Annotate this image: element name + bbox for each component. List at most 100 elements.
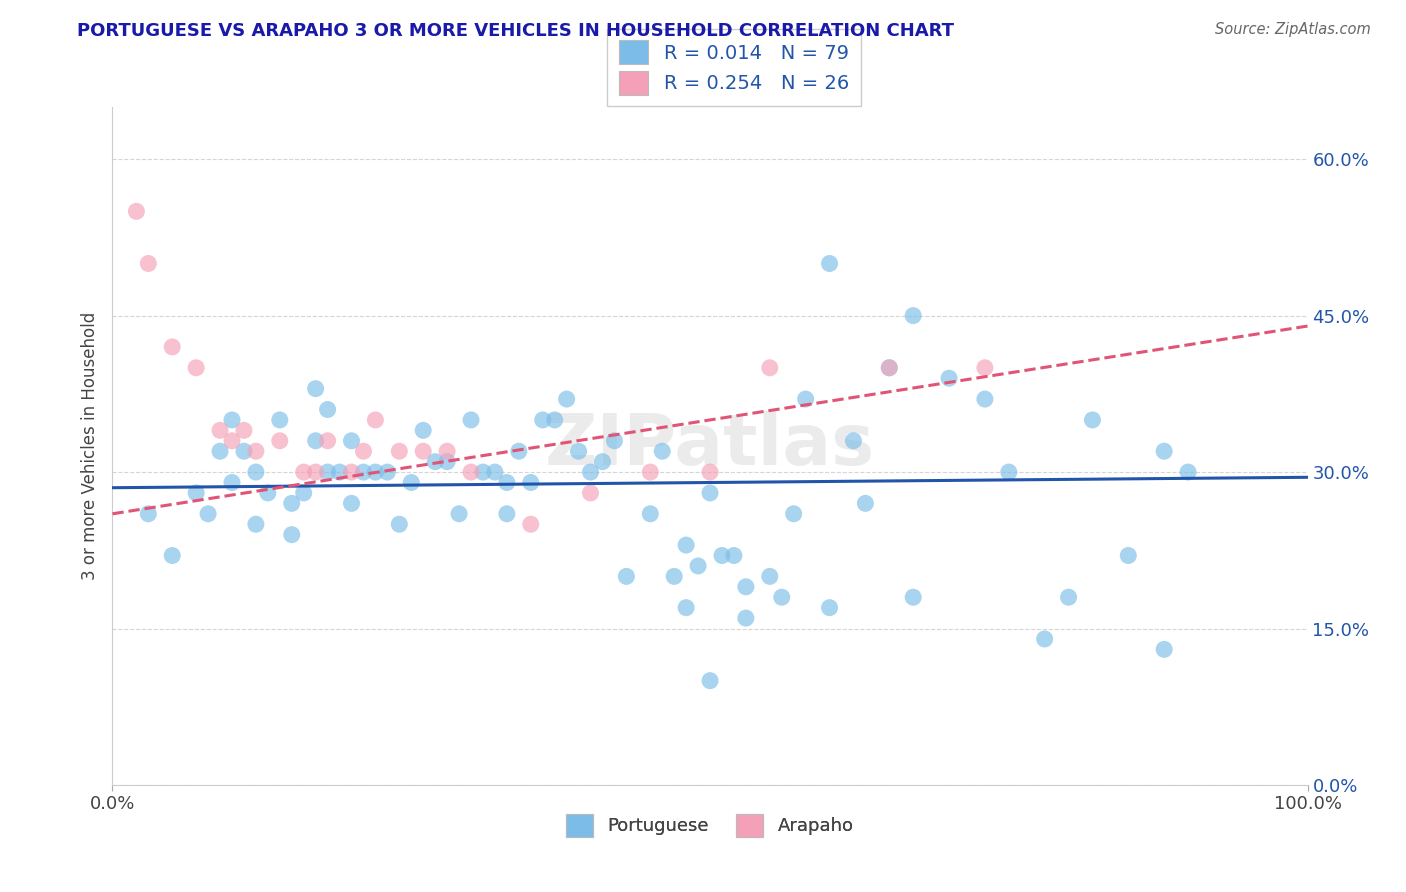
Point bbox=[233, 444, 256, 458]
Point bbox=[579, 465, 602, 479]
Point bbox=[221, 475, 243, 490]
Point bbox=[269, 413, 291, 427]
Y-axis label: 3 or more Vehicles in Household: 3 or more Vehicles in Household bbox=[80, 312, 98, 580]
Point bbox=[699, 486, 721, 500]
Point bbox=[281, 496, 304, 510]
Point bbox=[675, 538, 697, 552]
Point bbox=[221, 413, 243, 427]
Point bbox=[305, 434, 328, 448]
Point bbox=[316, 402, 339, 417]
Point bbox=[162, 549, 183, 563]
Point bbox=[484, 465, 506, 479]
Point bbox=[377, 465, 399, 479]
Point bbox=[209, 423, 232, 437]
Point bbox=[640, 465, 662, 479]
Text: ZIPatlas: ZIPatlas bbox=[546, 411, 875, 481]
Point bbox=[520, 517, 543, 532]
Point bbox=[162, 340, 183, 354]
Point bbox=[186, 486, 208, 500]
Point bbox=[245, 517, 267, 532]
Point bbox=[783, 507, 806, 521]
Point bbox=[508, 444, 530, 458]
Point bbox=[735, 580, 758, 594]
Point bbox=[640, 507, 662, 521]
Point bbox=[603, 434, 626, 448]
Point bbox=[496, 475, 519, 490]
Point bbox=[903, 591, 925, 605]
Text: PORTUGUESE VS ARAPAHO 3 OR MORE VEHICLES IN HOUSEHOLD CORRELATION CHART: PORTUGUESE VS ARAPAHO 3 OR MORE VEHICLES… bbox=[77, 22, 955, 40]
Point bbox=[579, 486, 602, 500]
Point bbox=[329, 465, 352, 479]
Point bbox=[818, 600, 841, 615]
Point bbox=[281, 527, 304, 541]
Point bbox=[305, 382, 328, 396]
Point bbox=[138, 256, 160, 270]
Point bbox=[197, 507, 219, 521]
Point bbox=[592, 455, 614, 469]
Point bbox=[449, 507, 471, 521]
Point bbox=[938, 371, 960, 385]
Point bbox=[245, 465, 267, 479]
Point bbox=[186, 360, 208, 375]
Point bbox=[842, 434, 865, 448]
Point bbox=[257, 486, 280, 500]
Point bbox=[138, 507, 160, 521]
Point bbox=[388, 444, 411, 458]
Point bbox=[794, 392, 817, 406]
Point bbox=[879, 360, 901, 375]
Point bbox=[675, 600, 697, 615]
Point bbox=[699, 465, 721, 479]
Point bbox=[1057, 591, 1080, 605]
Point bbox=[269, 434, 291, 448]
Point bbox=[460, 413, 482, 427]
Point bbox=[903, 309, 925, 323]
Point bbox=[401, 475, 423, 490]
Point bbox=[353, 465, 375, 479]
Point bbox=[316, 465, 339, 479]
Point bbox=[531, 413, 554, 427]
Point bbox=[770, 591, 793, 605]
Point bbox=[974, 392, 997, 406]
Point bbox=[688, 558, 710, 573]
Point bbox=[388, 517, 411, 532]
Point bbox=[711, 549, 734, 563]
Point bbox=[364, 465, 387, 479]
Point bbox=[664, 569, 686, 583]
Point bbox=[1177, 465, 1199, 479]
Point bbox=[759, 569, 782, 583]
Point bbox=[125, 204, 148, 219]
Point bbox=[340, 496, 363, 510]
Point bbox=[472, 465, 495, 479]
Point bbox=[364, 413, 387, 427]
Point bbox=[221, 434, 243, 448]
Point bbox=[520, 475, 543, 490]
Point bbox=[651, 444, 673, 458]
Point bbox=[879, 360, 901, 375]
Point bbox=[412, 444, 434, 458]
Point bbox=[543, 413, 565, 427]
Point bbox=[316, 434, 339, 448]
Point bbox=[460, 465, 482, 479]
Point bbox=[209, 444, 232, 458]
Point bbox=[1081, 413, 1104, 427]
Point bbox=[759, 360, 782, 375]
Point bbox=[1118, 549, 1140, 563]
Point bbox=[353, 444, 375, 458]
Legend: Portuguese, Arapaho: Portuguese, Arapaho bbox=[560, 807, 860, 844]
Point bbox=[855, 496, 877, 510]
Point bbox=[998, 465, 1021, 479]
Point bbox=[292, 465, 315, 479]
Point bbox=[1153, 444, 1175, 458]
Point bbox=[818, 256, 841, 270]
Point bbox=[1033, 632, 1056, 646]
Point bbox=[735, 611, 758, 625]
Point bbox=[555, 392, 578, 406]
Point bbox=[412, 423, 434, 437]
Point bbox=[723, 549, 745, 563]
Point bbox=[1153, 642, 1175, 657]
Text: Source: ZipAtlas.com: Source: ZipAtlas.com bbox=[1215, 22, 1371, 37]
Point bbox=[305, 465, 328, 479]
Point bbox=[292, 486, 315, 500]
Point bbox=[425, 455, 447, 469]
Point bbox=[340, 465, 363, 479]
